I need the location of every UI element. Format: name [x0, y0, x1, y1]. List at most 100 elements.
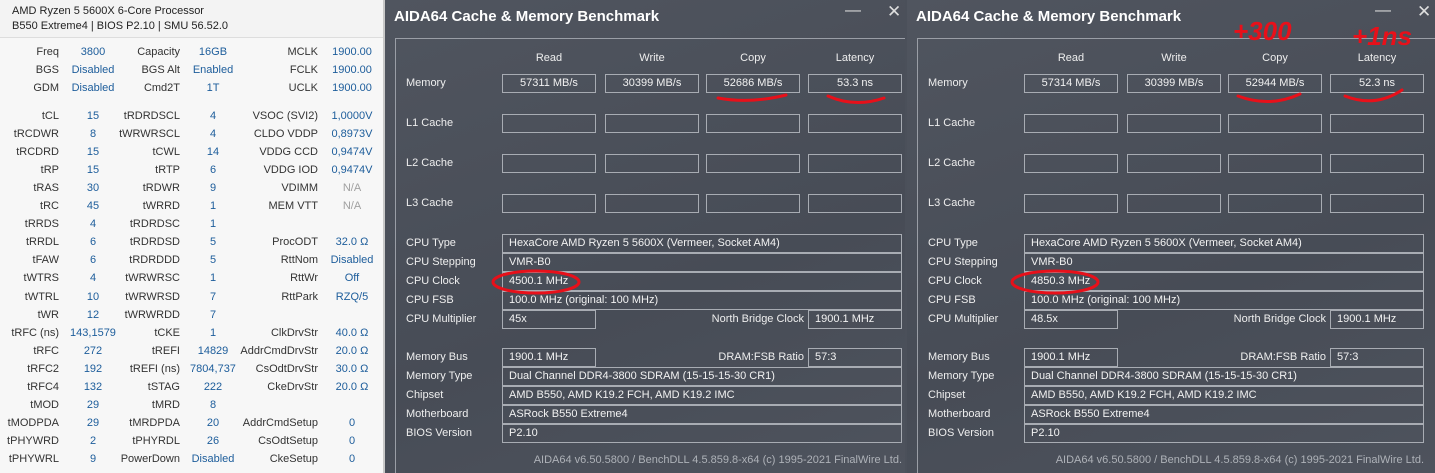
cpu-name: AMD Ryzen 5 5600X 6-Core Processor — [12, 5, 204, 17]
info-field: HexaCore AMD Ryzen 5 5600X (Vermeer, Soc… — [1024, 234, 1424, 253]
close-button[interactable]: ✕ — [1417, 2, 1432, 21]
info-label: Chipset — [406, 389, 444, 401]
timing-value: Enabled — [192, 64, 234, 76]
info-field: 45x — [502, 310, 596, 329]
column-header: Write — [639, 52, 665, 64]
close-button[interactable]: ✕ — [887, 2, 902, 21]
timing-label: tMODPDA — [7, 416, 59, 429]
timing-label: Cmd2T — [143, 82, 180, 94]
timing-value: Disabled — [191, 452, 235, 465]
timing-value: 20 — [206, 416, 220, 429]
result-field — [1228, 194, 1322, 213]
info-field: 57:3 — [1330, 348, 1424, 367]
timing-value: 20.0 Ω — [335, 344, 369, 357]
timing-value: 272 — [83, 344, 103, 357]
timing-label: VDIMM — [281, 182, 318, 195]
result-field: 52686 MB/s — [706, 74, 800, 93]
timing-value: 1 — [209, 218, 217, 231]
timing-value: Disabled — [330, 254, 374, 267]
info-field: 100.0 MHz (original: 100 MHz) — [1024, 291, 1424, 310]
timing-value: 0 — [348, 434, 356, 447]
info-field: P2.10 — [1024, 424, 1424, 443]
version-footer: AIDA64 v6.50.5800 / BenchDLL 4.5.859.8-x… — [1055, 454, 1424, 466]
timing-value: 1,0000V — [331, 110, 373, 122]
timing-label: CkeSetup — [269, 452, 318, 465]
timing-value: 40.0 Ω — [335, 326, 369, 339]
timing-label: tRDRDSC — [129, 218, 180, 231]
info-field: 48.5x — [1024, 310, 1118, 329]
timing-label: RttNom — [280, 254, 318, 267]
timing-label: tRC — [40, 200, 59, 213]
timing-label: CkeDrvStr — [267, 380, 318, 393]
timing-value: 30.0 Ω — [335, 362, 369, 375]
info-label: North Bridge Clock — [711, 313, 804, 325]
minimize-button[interactable]: — — [1375, 2, 1391, 19]
timing-label: tMRD — [151, 398, 180, 411]
column-header: Read — [535, 52, 563, 64]
info-label: Memory Bus — [406, 351, 468, 363]
timing-value: 9 — [209, 182, 217, 195]
info-label: BIOS Version — [928, 427, 995, 439]
result-field — [1127, 154, 1221, 173]
timing-value: 1 — [209, 200, 217, 213]
timing-value: 20.0 Ω — [335, 380, 369, 393]
timing-label: ProcODT — [272, 236, 318, 249]
timing-label: RttWr — [290, 272, 318, 285]
window-title: AIDA64 Cache & Memory Benchmark — [394, 8, 660, 25]
info-field: 4850.3 MHz — [1024, 272, 1424, 291]
timing-value: 2 — [89, 434, 97, 447]
result-field — [1127, 194, 1221, 213]
timing-label: tPHYWRL — [8, 452, 59, 465]
timing-value: 7 — [209, 290, 217, 303]
minimize-button[interactable]: — — [845, 2, 861, 19]
timing-value: 1900.00 — [332, 46, 372, 58]
row-label: Memory — [406, 77, 446, 89]
timing-value: 0,8973V — [331, 128, 373, 141]
timing-label: MCLK — [287, 46, 318, 58]
timing-label: CLDO VDDP — [253, 128, 318, 141]
result-field — [1024, 154, 1118, 173]
aida64-window-2: AIDA64 Cache & Memory Benchmark — ✕ Read Wri… — [907, 0, 1435, 473]
timing-label: tWRWRSCL — [119, 128, 180, 141]
timing-label: tSTAG — [147, 380, 180, 393]
timing-value: 1T — [206, 82, 220, 94]
version-footer: AIDA64 v6.50.5800 / BenchDLL 4.5.859.8-x… — [533, 454, 902, 466]
timing-value: 12 — [86, 308, 100, 321]
result-field — [605, 154, 699, 173]
timing-label: tMOD — [30, 398, 59, 411]
timing-value: 6 — [209, 164, 217, 177]
result-field — [1330, 114, 1424, 133]
info-field: HexaCore AMD Ryzen 5 5600X (Vermeer, Soc… — [502, 234, 902, 253]
timing-value: 0,9474V — [331, 164, 373, 177]
result-field — [1024, 194, 1118, 213]
timing-value: 3800 — [80, 46, 106, 58]
timing-value: Off — [344, 272, 360, 285]
result-field: 57314 MB/s — [1024, 74, 1118, 93]
timing-label: tCL — [41, 110, 59, 122]
timing-value: 15 — [86, 164, 100, 177]
column-header: Write — [1161, 52, 1187, 64]
timing-value: 45 — [86, 200, 100, 213]
timing-label: tRCDWR — [13, 128, 59, 141]
timing-label: ClkDrvStr — [270, 326, 318, 339]
timing-value: Disabled — [71, 64, 115, 76]
timing-label: AddrCmdSetup — [242, 416, 318, 429]
info-label: CPU Type — [928, 237, 978, 249]
timing-value: 30 — [86, 182, 100, 195]
info-field: 1900.1 MHz — [502, 348, 596, 367]
timing-value: N/A — [342, 182, 362, 195]
result-field — [1228, 114, 1322, 133]
info-field: ASRock B550 Extreme4 — [1024, 405, 1424, 424]
timing-value: 132 — [83, 380, 103, 393]
timing-label: VSOC (SVI2) — [252, 110, 318, 122]
info-label: Memory Bus — [928, 351, 990, 363]
row-label: L2 Cache — [406, 157, 454, 169]
timing-label: tWTRL — [24, 290, 59, 303]
timing-label: tWR — [37, 308, 59, 321]
timing-label: CsOdtSetup — [258, 434, 318, 447]
timing-label: PowerDown — [120, 452, 180, 465]
timing-value: 4 — [89, 272, 97, 285]
result-field: 30399 MB/s — [605, 74, 699, 93]
timing-label: tRFC4 — [27, 380, 59, 393]
info-field: Dual Channel DDR4-3800 SDRAM (15-15-15-3… — [502, 367, 902, 386]
